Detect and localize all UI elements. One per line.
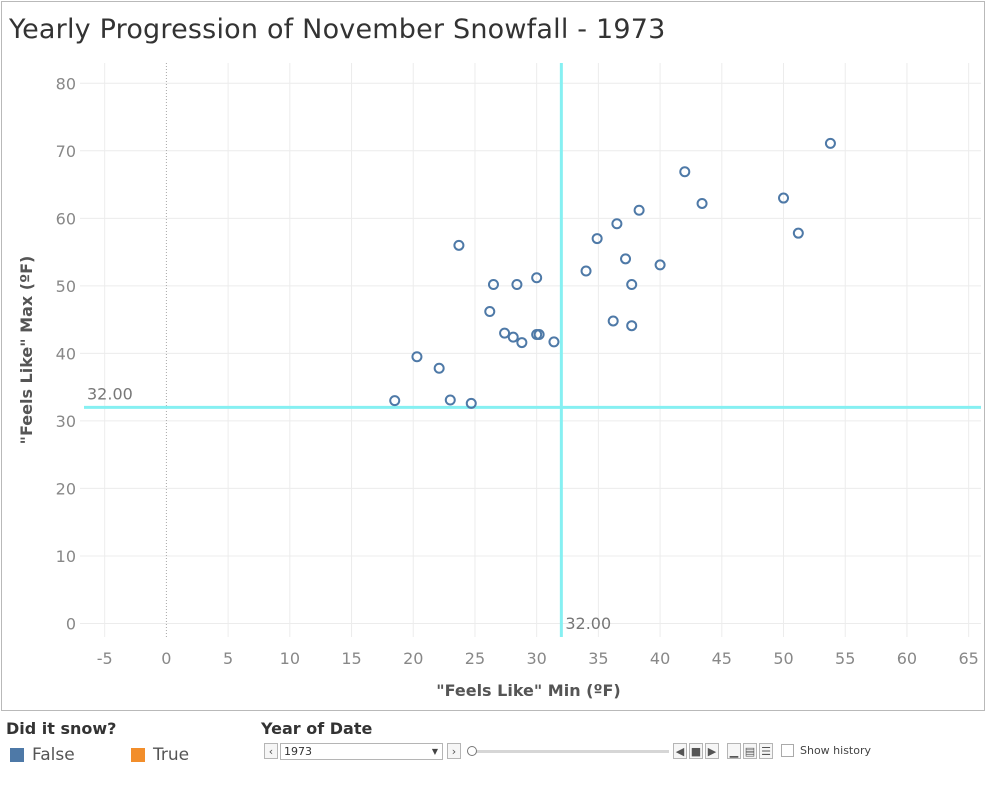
prev-year-button[interactable]: ‹ [264, 743, 278, 759]
year-select-value: 1973 [284, 745, 312, 758]
y-tick-label: 40 [56, 344, 76, 363]
x-tick-label: 65 [958, 649, 978, 668]
chart-title: Yearly Progression of November Snowfall … [9, 14, 666, 45]
x-tick-label: 25 [465, 649, 485, 668]
scatter-point [626, 320, 638, 332]
y-tick-label: 10 [56, 547, 76, 566]
play-back-button[interactable]: ◀ [673, 743, 687, 759]
x-tick-label: 50 [773, 649, 793, 668]
filter-title: Year of Date [261, 719, 373, 738]
scatter-point [533, 328, 545, 340]
scatter-point [792, 227, 804, 239]
legend-label-false: False [32, 745, 75, 765]
scatter-point [411, 351, 423, 363]
legend-swatch-false [10, 748, 24, 762]
speed-slow-button[interactable]: ▁ [727, 743, 741, 759]
y-tick-label: 50 [56, 277, 76, 296]
x-tick-label: 40 [650, 649, 670, 668]
year-slider-track[interactable] [469, 750, 669, 753]
y-tick-label: 60 [56, 209, 76, 228]
y-tick-label: 20 [56, 479, 76, 498]
x-tick-label: 30 [526, 649, 546, 668]
x-tick-label: 35 [588, 649, 608, 668]
legend-title: Did it snow? [6, 719, 117, 738]
play-forward-button[interactable]: ▶ [705, 743, 719, 759]
year-slider-thumb[interactable] [467, 746, 477, 756]
show-history-label: Show history [800, 744, 872, 757]
scatter-point [778, 192, 790, 204]
scatter-point [654, 259, 666, 271]
scatter-point [531, 272, 543, 284]
stop-button[interactable]: ■ [689, 743, 703, 759]
next-year-button[interactable]: › [447, 743, 461, 759]
speed-slow-icon: ▁ [729, 744, 739, 758]
scatter-point [487, 278, 499, 290]
chevron-right-icon: › [451, 744, 457, 758]
x-tick-label: 10 [280, 649, 300, 668]
stop-icon: ■ [690, 744, 702, 758]
speed-medium-button[interactable]: ▤ [743, 743, 757, 759]
scatter-point [580, 265, 592, 277]
scatter-point [389, 395, 401, 407]
scatter-point [620, 253, 632, 265]
speed-medium-icon: ▤ [744, 744, 756, 758]
color-legend: Did it snow? False True [6, 719, 246, 789]
y-tick-label: 30 [56, 412, 76, 431]
scatter-point [611, 218, 623, 230]
x-tick-label: -5 [97, 649, 113, 668]
x-tick-label: 55 [835, 649, 855, 668]
x-axis-title: "Feels Like" Min (ºF) [436, 681, 621, 700]
scatter-point [453, 239, 465, 251]
scatter-plot: -5 0 5 10 15 20 25 30 35 40 45 50 55 60 65 0 10 20 30 40 50 6… [17, 63, 981, 700]
scatter-point [465, 397, 477, 409]
play-forward-icon: ▶ [707, 744, 717, 758]
legend-label-true: True [153, 745, 190, 765]
play-back-icon: ◀ [675, 744, 685, 758]
scatter-point [591, 233, 603, 245]
x-tick-label: 20 [403, 649, 423, 668]
y-tick-label: 80 [56, 74, 76, 93]
scatter-point [824, 137, 836, 149]
y-tick-label: 0 [66, 614, 76, 633]
scatter-point [484, 306, 496, 318]
year-select[interactable]: 1973 ▼ [280, 743, 443, 760]
scatter-point [607, 315, 619, 327]
scatter-point [444, 394, 456, 406]
scatter-point [696, 197, 708, 209]
scatter-point [499, 327, 511, 339]
legend-item-true[interactable]: True [131, 745, 189, 765]
x-tick-label: 45 [712, 649, 732, 668]
y-tick-label: 70 [56, 142, 76, 161]
chevron-down-icon: ▼ [431, 747, 438, 756]
x-tick-label: 0 [161, 649, 171, 668]
reference-label-y: 32.00 [87, 384, 133, 403]
speed-fast-icon: ☰ [761, 744, 771, 758]
scatter-point [633, 204, 645, 216]
scatter-point [626, 278, 638, 290]
legend-swatch-true [131, 748, 145, 762]
scatter-point [548, 336, 560, 348]
scatter-point [511, 278, 523, 290]
chevron-left-icon: ‹ [268, 744, 274, 758]
reference-label-x: 32.00 [565, 614, 611, 633]
scatter-point [507, 331, 519, 343]
scatter-point [516, 337, 528, 349]
x-tick-label: 60 [897, 649, 917, 668]
x-tick-label: 15 [341, 649, 361, 668]
x-tick-label: 5 [223, 649, 233, 668]
speed-fast-button[interactable]: ☰ [759, 743, 773, 759]
legend-item-false[interactable]: False [10, 745, 75, 765]
year-filter: Year of Date ‹ 1973 ▼ › ◀ ■ ▶ ▁ ▤ ☰ Show… [261, 719, 921, 789]
scatter-point [679, 166, 691, 178]
y-axis-title: "Feels Like" Max (ºF) [17, 256, 36, 445]
scatter-point [433, 362, 445, 374]
show-history-checkbox[interactable] [781, 744, 794, 757]
chart-frame [1, 1, 985, 711]
